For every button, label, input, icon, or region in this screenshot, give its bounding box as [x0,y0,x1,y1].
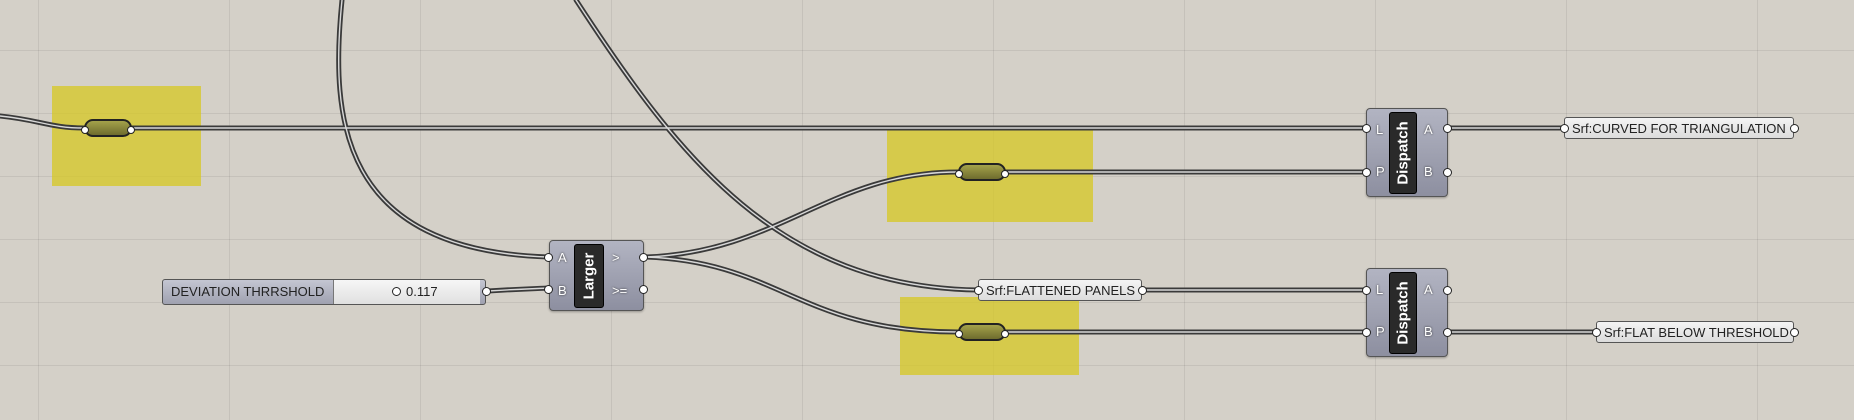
dispatch-top-name: Dispatch [1394,121,1412,185]
panel-flat-below-threshold[interactable]: Srf:FLAT BELOW THRESHOLD [1596,321,1794,343]
larger-grip-gt[interactable] [639,253,648,262]
slider-label: DEVIATION THRRSHOLD [171,284,325,299]
panel-curved-for-triangulation[interactable]: Srf:CURVED FOR TRIANGULATION [1564,117,1794,139]
panel-flattened-panels[interactable]: Srf:FLATTENED PANELS [978,279,1142,301]
dispatch-top-grip-l[interactable] [1362,124,1371,133]
slider-output-grip[interactable] [482,287,491,296]
dispatch-top-input-l: L [1376,122,1384,137]
larger-grip-b[interactable] [544,285,553,294]
dispatch-bottom-grip-a[interactable] [1443,286,1452,295]
slider-value: 0.117 [406,284,438,299]
dispatch-bottom-input-p: P [1376,324,1385,339]
dispatch-top-component[interactable]: L P Dispatch A B [1366,108,1448,197]
slider-track[interactable]: 0.117 [333,280,480,304]
larger-input-b: B [558,283,567,298]
larger-component[interactable]: A B Larger > >= [549,240,644,311]
dispatch-bottom-grip-p[interactable] [1362,328,1371,337]
relay-middle-bottom[interactable] [955,323,1009,341]
dispatch-top-grip-p[interactable] [1362,168,1371,177]
dispatch-top-input-p: P [1376,164,1385,179]
relay-middle-top[interactable] [955,163,1009,181]
dispatch-top-output-a: A [1424,122,1433,137]
larger-name: Larger [580,252,598,300]
larger-grip-a[interactable] [544,253,553,262]
dispatch-bottom-name: Dispatch [1394,281,1412,345]
larger-output-gte: >= [612,283,628,298]
dispatch-bottom-output-b: B [1424,324,1433,339]
panel-flat-below-output-grip[interactable] [1790,328,1799,337]
relay-left[interactable] [81,119,135,137]
dispatch-bottom-name-tag: Dispatch [1389,272,1417,354]
dispatch-bottom-output-a: A [1424,282,1433,297]
panel-curved-output-grip[interactable] [1790,124,1799,133]
dispatch-top-grip-a[interactable] [1443,124,1452,133]
panel-flattened-output-grip[interactable] [1138,286,1147,295]
larger-input-a: A [558,250,567,265]
dispatch-top-output-b: B [1424,164,1433,179]
larger-output-gt: > [612,250,620,265]
deviation-threshold-slider[interactable]: DEVIATION THRRSHOLD 0.117 [162,279,486,305]
dispatch-bottom-component[interactable]: L P Dispatch A B [1366,268,1448,357]
slider-knob[interactable] [392,287,401,296]
dispatch-top-grip-b[interactable] [1443,168,1452,177]
dispatch-top-name-tag: Dispatch [1389,112,1417,194]
dispatch-bottom-grip-b[interactable] [1443,328,1452,337]
dispatch-bottom-input-l: L [1376,282,1384,297]
panel-flattened-input-grip[interactable] [974,286,983,295]
larger-grip-gte[interactable] [639,285,648,294]
wire-larger-to-relay-bottom [643,254,961,335]
panel-flat-below-input-grip[interactable] [1592,328,1601,337]
larger-name-tag: Larger [574,244,604,308]
dispatch-bottom-grip-l[interactable] [1362,286,1371,295]
panel-curved-input-grip[interactable] [1560,124,1569,133]
